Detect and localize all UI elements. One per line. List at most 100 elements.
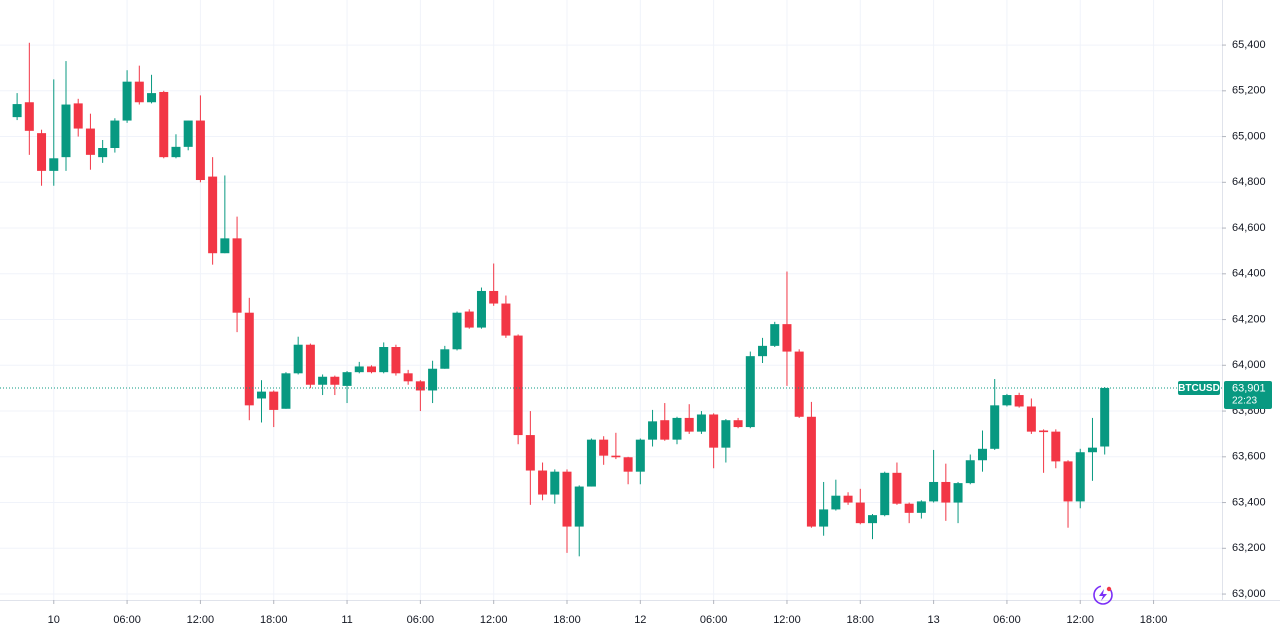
candle-body [342,372,352,386]
candle-body [49,158,59,171]
candle-body [538,470,548,495]
candle-body [574,486,584,527]
x-tick-label: 11 [341,614,352,626]
x-tick-label: 12 [634,614,646,626]
candle-body [684,417,694,432]
candle-body [965,460,975,484]
y-tick-label: 64,200 [1232,313,1266,325]
candle-body [428,368,438,391]
candle-body [366,366,376,373]
y-tick-label: 65,000 [1232,130,1266,142]
candle-body [1075,452,1085,502]
logo[interactable] [1093,585,1113,605]
y-tick-label: 63,000 [1232,588,1266,600]
candle-body [868,515,878,524]
candle-body [586,439,596,487]
candle-body [134,81,144,103]
axes: 63,00063,20063,40063,60063,80064,00064,2… [0,0,1280,626]
candle-body [806,416,816,527]
candle-body [672,417,682,440]
candle-body [855,502,865,524]
candle-body [354,366,364,373]
candle-body [1051,431,1061,462]
candle-body [941,481,951,503]
candle-body [892,472,902,504]
candle-body [562,471,572,527]
candle-body [1087,447,1097,453]
candle-body [916,501,926,513]
candle-body [476,290,486,328]
candle-body [220,238,230,254]
candle-body [24,102,34,131]
y-tick-label: 64,400 [1232,268,1266,280]
candle-body [501,303,511,336]
x-tick-label: 12:00 [187,614,215,626]
candle-body [147,93,157,103]
candle-body [709,414,719,448]
candle-body [721,420,731,448]
y-tick-label: 65,200 [1232,85,1266,97]
candle-body [599,439,609,456]
candle-body [635,439,645,472]
candle-body [379,347,389,373]
candle-body [1002,395,1012,406]
candle-body [929,481,939,502]
price-badge [1224,380,1272,409]
x-tick-label: 18:00 [553,614,581,626]
candles [0,42,1222,557]
candle-body [440,349,450,369]
candle-body [733,420,743,428]
x-tick-label: 06:00 [700,614,728,626]
x-tick-label: 12:00 [480,614,508,626]
symbol-label: BTCUSD [1178,383,1220,394]
candle-body [305,344,315,385]
candle-body [794,351,804,417]
candle-body [550,471,560,495]
candle-body [696,414,706,432]
candle-body [37,133,47,171]
candle-body [819,509,829,527]
candle-body [513,335,523,436]
x-tick-label: 06:00 [407,614,435,626]
y-tick-label: 64,000 [1232,359,1266,371]
y-tick-label: 63,200 [1232,542,1266,554]
candle-body [61,104,71,158]
candle-body [831,495,841,510]
candle-body [452,312,462,350]
candle-body [1063,461,1073,502]
candle-body [232,238,242,313]
logo-bolt [1099,589,1107,601]
candle-body [269,391,279,410]
candle-body [244,312,254,406]
y-tick-label: 63,400 [1232,496,1266,508]
candle-body [770,324,780,346]
grid [0,0,1222,600]
candle-body [782,324,792,352]
candle-body [904,503,914,513]
x-tick-label: 12:00 [773,614,801,626]
candle-body [159,91,169,158]
candle-body [1039,430,1049,433]
candle-body [330,376,340,385]
candle-body [953,483,963,503]
candle-body [208,176,218,254]
candle-body [977,448,987,461]
candle-body [611,455,621,458]
x-tick-label: 18:00 [1140,614,1168,626]
candle-body [110,120,120,148]
x-tick-label: 13 [927,614,939,626]
candle-body [391,347,401,374]
candle-body [73,103,83,129]
candle-body [1100,387,1110,447]
candle-body [98,147,108,158]
candle-body [489,290,499,304]
y-tick-label: 63,600 [1232,451,1266,463]
x-tick-label: 06:00 [993,614,1021,626]
symbol-badge [1178,380,1220,395]
y-tick-label: 64,800 [1232,176,1266,188]
candle-body [403,373,413,382]
candle-body [171,146,181,158]
y-tick-label: 64,600 [1232,222,1266,234]
